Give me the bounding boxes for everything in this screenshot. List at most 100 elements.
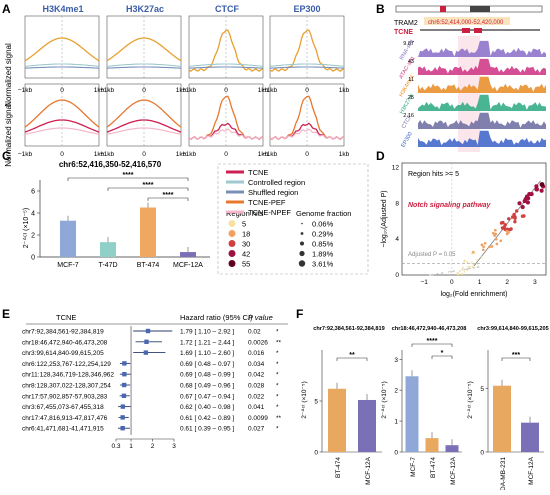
tcne-mark-2 bbox=[474, 28, 482, 33]
panel-e-hr-0: 1.79 [ 1.10 – 2.92 ] bbox=[180, 329, 234, 336]
panel-f-y-tick-label: 0 bbox=[394, 450, 398, 457]
x-tick-label-bottom: −1kb bbox=[263, 151, 278, 158]
panel-d-point bbox=[507, 217, 511, 221]
panel-c-sig-bracket bbox=[147, 197, 189, 201]
tcne-track-label: TCNE bbox=[394, 29, 413, 36]
panel-d-point bbox=[534, 184, 539, 189]
panel-f-x-label-1-0: MCF-7 bbox=[410, 457, 417, 477]
panel-d-point-ns bbox=[473, 267, 475, 269]
panel-e-estimate-8 bbox=[120, 415, 125, 420]
panel-f-y-tick-label: 2 bbox=[394, 388, 398, 395]
panel-e-estimate-1 bbox=[144, 339, 149, 344]
legend-label-3: TCNE-PEF bbox=[248, 198, 286, 207]
panel-d-point bbox=[520, 205, 525, 210]
panel-e-row-name-8: chr17:47,816,913-47,817,476 bbox=[22, 415, 108, 422]
x-tick-label-top: −1kb bbox=[263, 87, 278, 94]
tcne-profile bbox=[188, 29, 264, 73]
panel-d-x-tick-label: −1 bbox=[420, 279, 428, 286]
panel-d-point bbox=[513, 220, 517, 224]
panel-e-estimate-4 bbox=[122, 372, 127, 377]
tcne-npef-profile bbox=[188, 128, 264, 140]
legend-hit-dot-2 bbox=[228, 240, 236, 247]
controlled-profile bbox=[106, 63, 182, 67]
panel-c-sig-mark: **** bbox=[143, 182, 154, 189]
tcne-pef-profile bbox=[24, 99, 100, 128]
panel-e-hr-3: 0.69 [ 0.48 – 0.97 ] bbox=[180, 361, 234, 368]
legend-frac-title: Genome fraction bbox=[296, 209, 351, 218]
panel-c-sig-bracket bbox=[67, 177, 189, 181]
x-tick-label-bottom: 0 bbox=[60, 151, 64, 158]
panel-label-d: D bbox=[376, 149, 385, 163]
controlled-profile bbox=[269, 63, 345, 67]
legend-hit-dot-1 bbox=[228, 230, 236, 237]
x-tick-label-top: 0 bbox=[305, 87, 309, 94]
panel-e-estimate-5 bbox=[121, 382, 127, 388]
panel-d-point bbox=[494, 237, 498, 241]
panel-d-point-ns bbox=[447, 271, 450, 273]
panel-d-point bbox=[508, 227, 512, 232]
panel-d-x-tick-label: 0 bbox=[450, 279, 454, 286]
panel-d-frame bbox=[401, 162, 547, 276]
panel-d-point-ns bbox=[441, 272, 444, 274]
panel-e-p-1: 0.0026 bbox=[248, 339, 268, 346]
legend-frac-dot-2 bbox=[300, 241, 304, 246]
x-tick-label-bottom: 1kb bbox=[258, 151, 269, 158]
panel-e-p-8: 0.0099 bbox=[248, 415, 268, 422]
panel-d-point-ns bbox=[465, 268, 467, 270]
legend-hit-label-0: 5 bbox=[242, 220, 246, 229]
tcne-pef-profile bbox=[106, 99, 182, 128]
panel-f-x-label-2-0: MDA-MB-231 bbox=[500, 457, 507, 490]
panel-e-sig-7: * bbox=[276, 404, 279, 411]
tcne-npef-profile bbox=[106, 127, 182, 135]
panel-label-c: C bbox=[2, 149, 11, 163]
panel-d-point bbox=[472, 263, 475, 266]
panel-c-y-tick-label: 0 bbox=[31, 255, 35, 262]
panel-d-x-tick-label: 3 bbox=[533, 279, 537, 286]
panel-d-pathway-label: Notch signaling pathway bbox=[408, 202, 492, 209]
panel-d-point bbox=[458, 270, 461, 272]
controlled-profile bbox=[188, 63, 264, 67]
panel-e-x-tick-label: 3 bbox=[172, 443, 176, 450]
region-box bbox=[424, 17, 510, 25]
track-signal-h3k27ac bbox=[418, 94, 546, 111]
x-tick-label-bottom: 0 bbox=[142, 151, 146, 158]
panel-c-bar-mcf-7 bbox=[60, 220, 76, 257]
x-tick-label-top: −1kb bbox=[100, 87, 115, 94]
track-signal-h3k4me1 bbox=[418, 76, 546, 93]
legend-hit-label-2: 30 bbox=[242, 240, 250, 249]
panel-e-hr-8: 0.61 [ 0.42 – 0.89 ] bbox=[180, 415, 234, 422]
panel-d-point bbox=[539, 182, 545, 187]
panel-d-point bbox=[467, 265, 470, 268]
gene-label: TRAM2 bbox=[394, 20, 418, 27]
panel-e-sig-0: * bbox=[276, 329, 279, 336]
panel-e-estimate-6 bbox=[121, 393, 127, 398]
legend-label-2: Shuffled region bbox=[248, 188, 298, 197]
panel-c-x-label: MCF-7 bbox=[57, 262, 78, 269]
panel-d-point bbox=[466, 261, 469, 263]
panel-d-point bbox=[476, 259, 479, 262]
panel-e-hr-9: 0.61 [ 0.39 – 0.95 ] bbox=[180, 426, 234, 433]
panel-d-point bbox=[515, 209, 519, 213]
panel-a-ylabel-top: Normalized signal bbox=[4, 43, 13, 107]
panel-d-point-ns bbox=[432, 273, 434, 276]
panel-d-point bbox=[482, 245, 485, 249]
panel-f-y-tick-label: 3 bbox=[394, 357, 398, 364]
panel-e-row-name-3: chr6:122,253,767-122,254,129 bbox=[22, 361, 111, 368]
panel-d-point bbox=[480, 243, 484, 247]
panel-label-f: F bbox=[296, 307, 303, 321]
panel-d-point bbox=[520, 214, 525, 218]
legend-hit-label-1: 18 bbox=[242, 230, 250, 239]
panel-c-y-tick-label: 4 bbox=[31, 211, 35, 218]
tcne-mark-1 bbox=[462, 28, 470, 33]
panel-e-sig-8: ** bbox=[276, 415, 282, 422]
panel-a-profiles: Normalized signal Normalized signal H3K4… bbox=[4, 4, 350, 167]
legend-hit-label-4: 55 bbox=[242, 260, 250, 269]
legend-frac-label-1: 0.29% bbox=[312, 230, 334, 239]
panel-d-point bbox=[495, 242, 499, 246]
track-signal-rna-seq bbox=[418, 40, 546, 57]
tcne-npef-profile bbox=[269, 128, 345, 140]
x-tick-label-top: 1kb bbox=[176, 87, 187, 94]
panel-f-y-tick-label: 5 bbox=[314, 399, 318, 406]
legend-box bbox=[217, 163, 369, 275]
